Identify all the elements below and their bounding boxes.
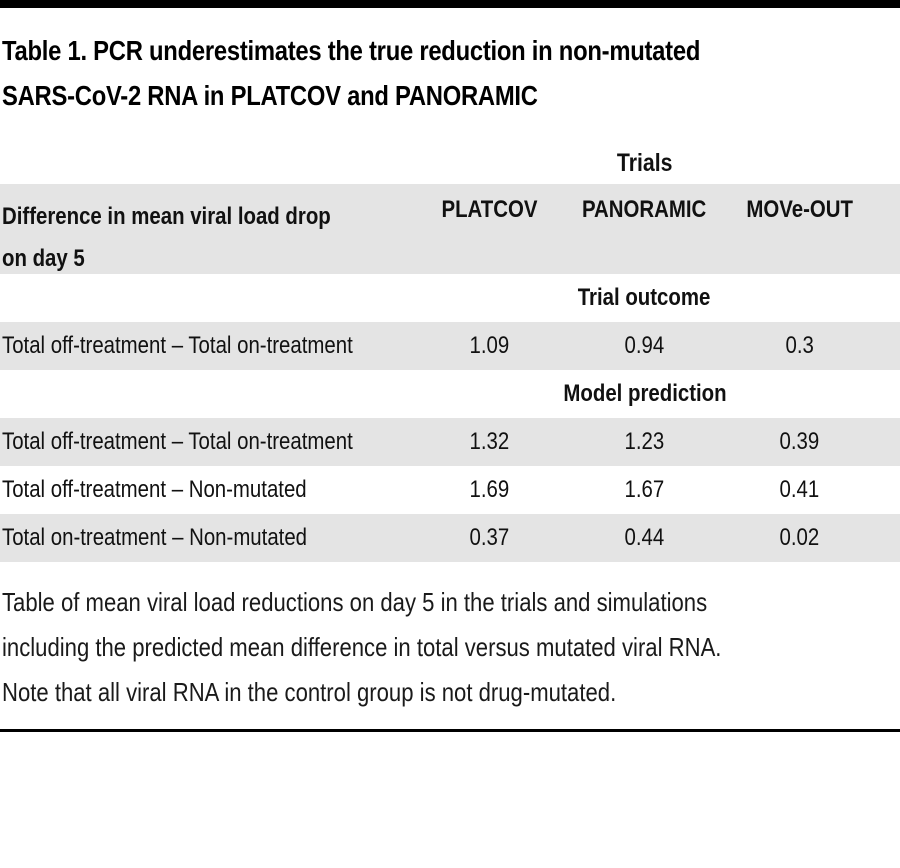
value-move-out: 0.39 [779, 428, 820, 455]
table-title-line-2: SARS-CoV-2 RNA in PLATCOV and PANORAMIC [2, 80, 538, 111]
row-label: Total off-treatment – Non-mutated [2, 476, 307, 503]
value-move-out: 0.02 [779, 524, 820, 551]
table-title: Table 1. PCR underestimates the true red… [2, 28, 900, 118]
column-header-row: Difference in mean viral load drop on da… [0, 184, 900, 274]
table-row: Total off-treatment – Non-mutated 1.69 1… [0, 466, 900, 514]
caption-line-1: Table of mean viral load reductions on d… [2, 587, 708, 617]
row-label: Total off-treatment – Total on-treatment [2, 332, 353, 359]
value-platcov: 1.32 [469, 428, 510, 455]
caption-line-3: Note that all viral RNA in the control g… [2, 677, 617, 707]
row-label: Total on-treatment – Non-mutated [2, 524, 308, 551]
value-panoramic: 0.94 [624, 332, 665, 359]
trials-group-header-row: Trials [0, 142, 900, 184]
column-header-platcov: PLATCOV [441, 196, 538, 223]
column-header-panoramic: PANORAMIC [582, 196, 707, 223]
value-panoramic: 1.23 [624, 428, 665, 455]
value-move-out: 0.3 [785, 332, 814, 359]
value-platcov: 0.37 [469, 524, 510, 551]
bottom-divider-rule [0, 729, 900, 732]
value-panoramic: 0.44 [624, 524, 665, 551]
column-header-move-out: MOVe-OUT [746, 196, 853, 223]
section-header-trial-outcome: Trial outcome [578, 284, 711, 311]
value-panoramic: 1.67 [624, 476, 665, 503]
table-title-line-1: Table 1. PCR underestimates the true red… [2, 35, 701, 66]
data-table: Trials Difference in mean viral load dro… [0, 142, 900, 562]
table-row: Total on-treatment – Non-mutated 0.37 0.… [0, 514, 900, 562]
value-platcov: 1.69 [469, 476, 510, 503]
section-header-model-prediction: Model prediction [562, 380, 727, 407]
caption-line-2: including the predicted mean difference … [2, 632, 722, 662]
section-header-row-trial-outcome: Trial outcome [0, 274, 900, 322]
table-caption: Table of mean viral load reductions on d… [2, 580, 900, 715]
section-header-row-model-prediction: Model prediction [0, 370, 900, 418]
table-row: Total off-treatment – Total on-treatment… [0, 322, 900, 370]
table-row: Total off-treatment – Total on-treatment… [0, 418, 900, 466]
value-platcov: 1.09 [469, 332, 510, 359]
top-divider-bar [0, 0, 900, 8]
trials-group-header: Trials [616, 148, 673, 177]
row-header-label: Difference in mean viral load drop on da… [2, 203, 331, 272]
value-move-out: 0.41 [779, 476, 820, 503]
row-label: Total off-treatment – Total on-treatment [2, 428, 353, 455]
